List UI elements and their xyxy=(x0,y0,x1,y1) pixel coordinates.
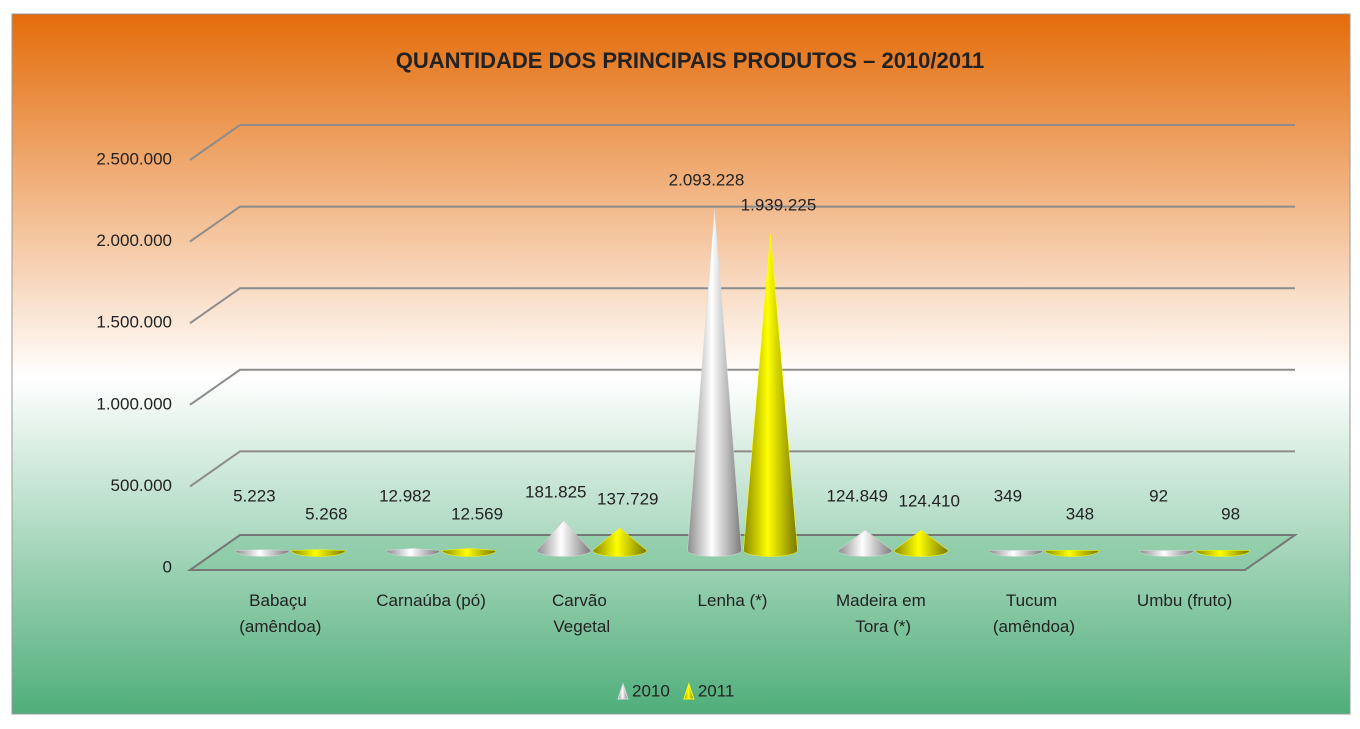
data-label: 181.825 xyxy=(525,482,586,501)
data-label: 92 xyxy=(1149,486,1168,505)
y-tick-label: 1.500.000 xyxy=(96,313,172,332)
y-tick-label: 0 xyxy=(163,557,172,576)
legend-label: 2011 xyxy=(698,681,735,700)
data-label: 5.268 xyxy=(305,504,348,523)
data-label: 2.093.228 xyxy=(669,170,745,189)
cone xyxy=(1195,550,1250,557)
cone xyxy=(743,233,798,557)
legend-label: 2010 xyxy=(632,681,670,700)
y-tick-label: 2.000.000 xyxy=(96,231,172,250)
x-tick-label: Babaçu (amêndoa) xyxy=(239,591,321,636)
cone xyxy=(1139,550,1194,557)
x-tick-label: Lenha (*) xyxy=(698,591,768,610)
grid-line xyxy=(189,450,1295,488)
cone xyxy=(837,529,893,557)
cone xyxy=(1044,550,1100,557)
cone xyxy=(441,548,497,557)
data-label: 124.849 xyxy=(826,486,887,505)
data-label: 137.729 xyxy=(597,490,658,509)
data-label: 12.569 xyxy=(451,504,503,523)
x-tick-label: Carnaúba (pó) xyxy=(376,591,486,610)
y-tick-label: 500.000 xyxy=(111,476,172,495)
chart-background xyxy=(11,13,1351,715)
data-label: 98 xyxy=(1221,504,1240,523)
cone xyxy=(385,548,441,557)
y-tick-label: 2.500.000 xyxy=(96,149,172,168)
data-label: 5.223 xyxy=(233,486,276,505)
cone xyxy=(893,529,949,557)
data-label: 12.982 xyxy=(379,486,431,505)
x-tick-label: Tucum (amêndoa) xyxy=(993,591,1075,636)
cone xyxy=(988,550,1044,557)
x-tick-label: Madeira em Tora (*) xyxy=(836,591,930,636)
chart-title: QUANTIDADE DOS PRINCIPAIS PRODUTOS – 201… xyxy=(396,48,984,73)
legend-swatch xyxy=(617,682,629,700)
cone xyxy=(536,520,592,557)
x-tick-label: Umbu (fruto) xyxy=(1137,591,1232,610)
y-tick-label: 1.000.000 xyxy=(96,394,172,413)
floor xyxy=(186,534,1299,571)
grid-line xyxy=(189,205,1295,243)
data-label: 348 xyxy=(1066,504,1094,523)
cone xyxy=(592,527,648,557)
data-label: 124.410 xyxy=(898,492,959,511)
x-tick-label: Carvão Vegetal xyxy=(552,591,612,636)
grid-line xyxy=(189,124,1295,161)
cone xyxy=(687,208,742,557)
cone xyxy=(291,549,346,557)
cone xyxy=(235,549,290,557)
data-label: 1.939.225 xyxy=(741,196,817,215)
grid-line xyxy=(189,287,1295,325)
grid-line xyxy=(189,368,1295,406)
data-label: 349 xyxy=(994,486,1022,505)
legend-swatch xyxy=(683,682,695,700)
